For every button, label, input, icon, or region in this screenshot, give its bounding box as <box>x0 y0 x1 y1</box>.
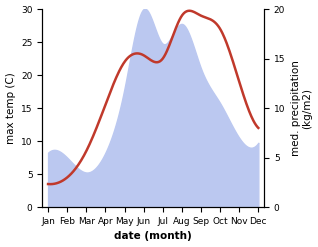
Y-axis label: med. precipitation
(kg/m2): med. precipitation (kg/m2) <box>291 60 313 156</box>
Y-axis label: max temp (C): max temp (C) <box>5 72 16 144</box>
X-axis label: date (month): date (month) <box>114 231 192 242</box>
